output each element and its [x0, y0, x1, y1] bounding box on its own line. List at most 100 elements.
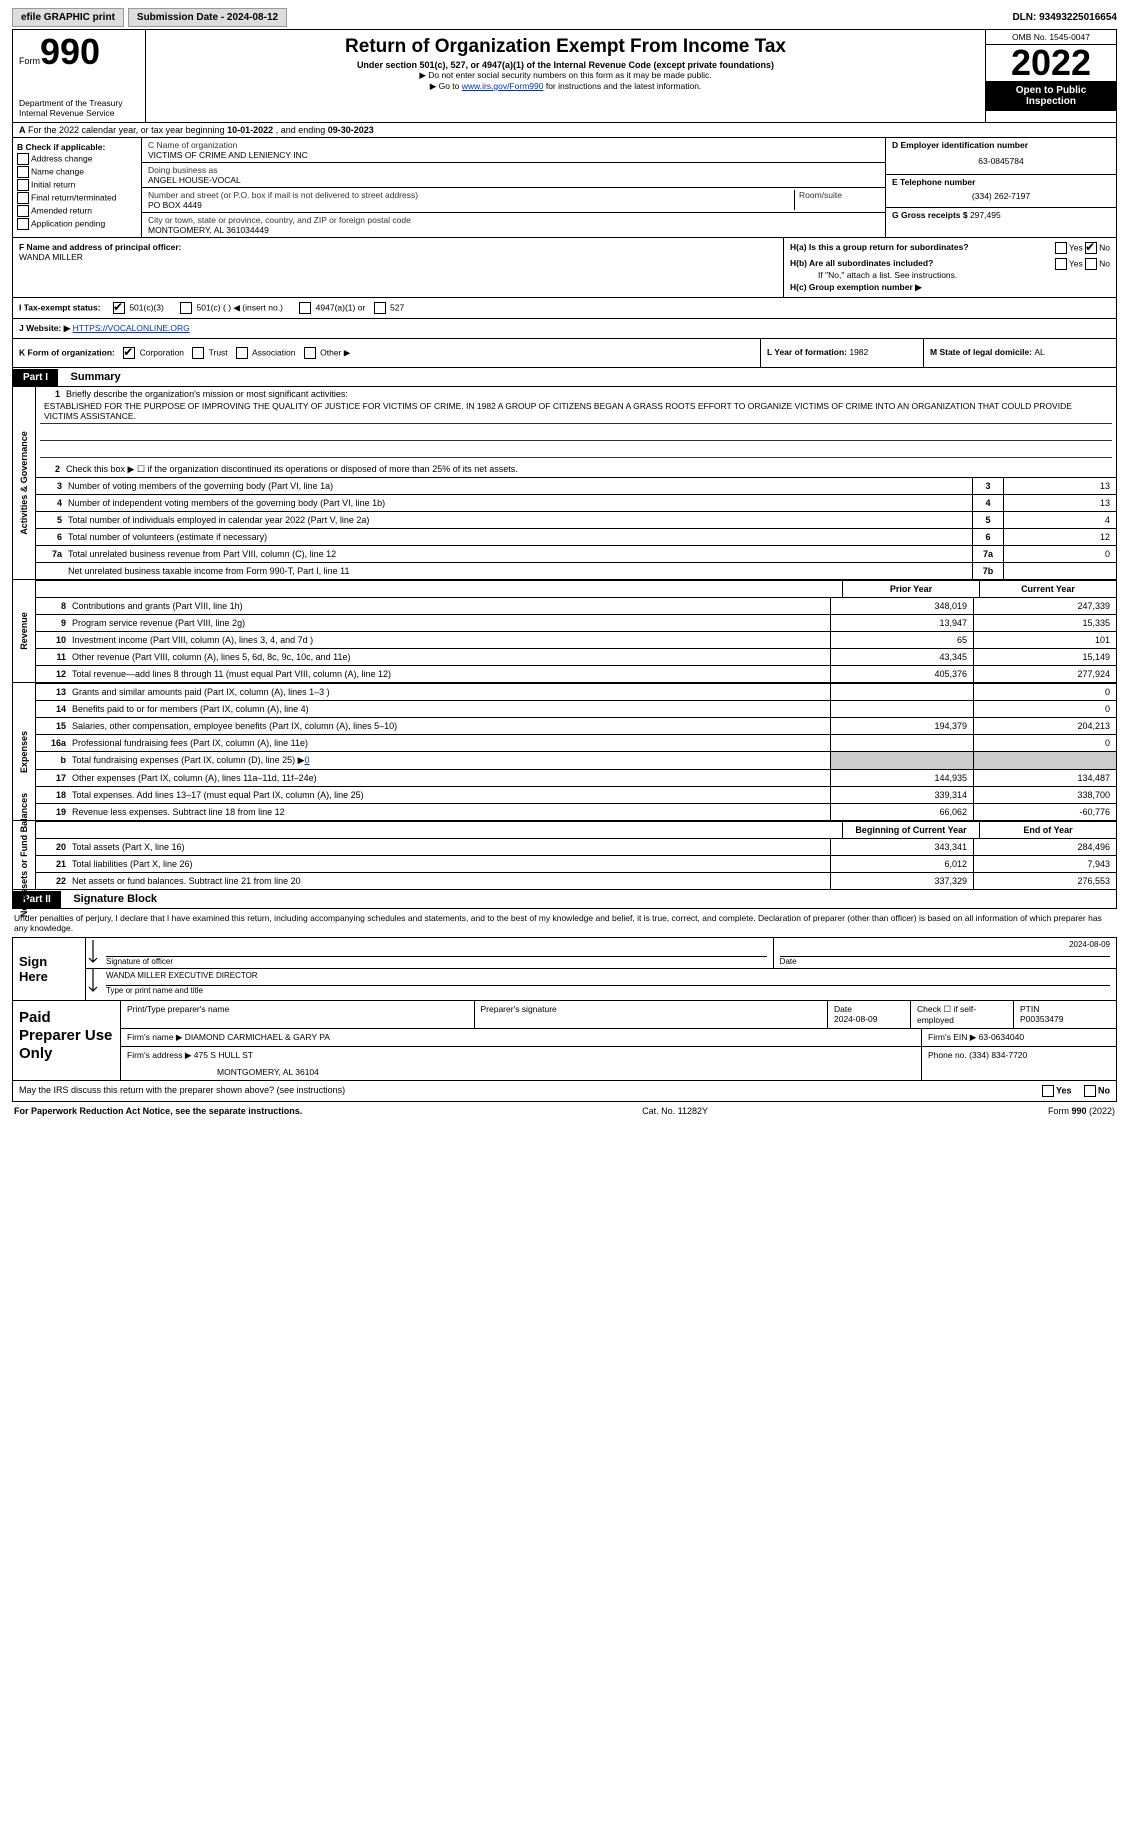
chk-hb-no[interactable]	[1085, 258, 1097, 270]
p22: 337,329	[830, 873, 973, 889]
val3: 13	[1003, 478, 1116, 494]
p21: 6,012	[830, 856, 973, 872]
line14: Benefits paid to or for members (Part IX…	[72, 704, 309, 714]
line11: Other revenue (Part VIII, column (A), li…	[72, 652, 350, 662]
line16a: Professional fundraising fees (Part IX, …	[72, 738, 308, 748]
c21: 7,943	[973, 856, 1116, 872]
chk-501c[interactable]	[180, 302, 192, 314]
c18: 338,700	[973, 787, 1116, 803]
chk-initial[interactable]	[17, 179, 29, 191]
p8: 348,019	[830, 598, 973, 614]
ey-hdr: End of Year	[979, 822, 1116, 838]
line17: Other expenses (Part IX, column (A), lin…	[72, 773, 317, 783]
chk-address[interactable]	[17, 153, 29, 165]
phone-label: Phone no.	[928, 1050, 969, 1060]
firm-name-label: Firm's name ▶	[127, 1032, 182, 1042]
sig-name: WANDA MILLER EXECUTIVE DIRECTOR	[106, 971, 1110, 985]
p14	[830, 701, 973, 717]
bcy-hdr: Beginning of Current Year	[842, 822, 979, 838]
chk-trust[interactable]	[192, 347, 204, 359]
cy-hdr: Current Year	[979, 581, 1116, 597]
line13: Grants and similar amounts paid (Part IX…	[72, 687, 330, 697]
efile-button[interactable]: efile GRAPHIC print	[12, 8, 124, 27]
c10: 101	[973, 632, 1116, 648]
form-footer: Form 990 (2022)	[1048, 1106, 1115, 1116]
c15: 204,213	[973, 718, 1116, 734]
chk-assoc[interactable]	[236, 347, 248, 359]
col-de-ids: D Employer identification number63-08457…	[885, 138, 1116, 237]
subdate-button[interactable]: Submission Date - 2024-08-12	[128, 8, 287, 27]
c19: -60,776	[973, 804, 1116, 820]
line18: Total expenses. Add lines 13–17 (must eq…	[72, 790, 364, 800]
chk-ha-yes[interactable]	[1055, 242, 1067, 254]
firm-addr-label: Firm's address ▶	[127, 1050, 191, 1060]
line1-label: Briefly describe the organization's miss…	[66, 389, 1112, 399]
part1-header: Part I	[13, 369, 58, 386]
part1-title: Summary	[61, 368, 131, 386]
subdate-label: Submission Date -	[137, 12, 227, 23]
sig-officer-label: Signature of officer	[106, 956, 767, 966]
p17: 144,935	[830, 770, 973, 786]
p10: 65	[830, 632, 973, 648]
chk-corp[interactable]	[123, 347, 135, 359]
phone: (334) 834-7720	[969, 1050, 1027, 1060]
line6: Total number of volunteers (estimate if …	[68, 532, 267, 542]
c16a: 0	[973, 735, 1116, 751]
prep-sig-label: Preparer's signature	[481, 1004, 822, 1014]
chk-4947[interactable]	[299, 302, 311, 314]
line7a: Total unrelated business revenue from Pa…	[68, 549, 336, 559]
dln: DLN: 93493225016654	[1012, 12, 1117, 23]
header-right-box: OMB No. 1545-0047 2022 Open to Public In…	[985, 30, 1116, 122]
c9: 15,335	[973, 615, 1116, 631]
c17: 134,487	[973, 770, 1116, 786]
chk-discuss-no[interactable]	[1084, 1085, 1096, 1097]
chk-name[interactable]	[17, 166, 29, 178]
line8: Contributions and grants (Part VIII, lin…	[72, 601, 243, 611]
c8: 247,339	[973, 598, 1116, 614]
page-title: Return of Organization Exempt From Incom…	[150, 36, 981, 58]
c12: 277,924	[973, 666, 1116, 682]
chk-pending[interactable]	[17, 218, 29, 230]
paid-preparer-label: Paid Preparer Use Only	[13, 1001, 121, 1080]
chk-amended[interactable]	[17, 205, 29, 217]
blank2	[40, 445, 1112, 458]
py-hdr: Prior Year	[842, 581, 979, 597]
form-id-box: Form990 Department of the Treasury Inter…	[13, 30, 146, 122]
p9: 13,947	[830, 615, 973, 631]
ptin-label: PTIN	[1020, 1004, 1110, 1014]
ptin: P00353479	[1020, 1014, 1110, 1024]
line12: Total revenue—add lines 8 through 11 (mu…	[72, 669, 391, 679]
col-b-checkboxes: B Check if applicable: Address change Na…	[13, 138, 142, 237]
sig-name-label: Type or print name and title	[106, 985, 1110, 995]
line16b: Total fundraising expenses (Part IX, col…	[72, 755, 310, 766]
prep-date: 2024-08-09	[834, 1014, 904, 1024]
line4: Number of independent voting members of …	[68, 498, 385, 508]
chk-other[interactable]	[304, 347, 316, 359]
irs-link[interactable]: www.irs.gov/Form990	[462, 81, 544, 91]
form-org: K Form of organization: Corporation Trus…	[13, 339, 760, 367]
chk-hb-yes[interactable]	[1055, 258, 1067, 270]
vtab-netassets: Net Assets or Fund Balances	[13, 821, 36, 889]
chk-final[interactable]	[17, 192, 29, 204]
prep-date-label: Date	[834, 1004, 904, 1014]
prep-name-label: Print/Type preparer's name	[127, 1004, 468, 1014]
c11: 15,149	[973, 649, 1116, 665]
discuss-question: May the IRS discuss this return with the…	[19, 1085, 345, 1097]
firm-ein-label: Firm's EIN ▶	[928, 1032, 976, 1042]
p11: 43,345	[830, 649, 973, 665]
chk-discuss-yes[interactable]	[1042, 1085, 1054, 1097]
firm-addr2: MONTGOMERY, AL 36104	[127, 1061, 915, 1077]
val4: 13	[1003, 495, 1116, 511]
part2-title: Signature Block	[63, 890, 167, 908]
website-link[interactable]: HTTPS://VOCALONLINE.ORG	[73, 323, 190, 333]
vtab-revenue: Revenue	[13, 580, 36, 682]
chk-ha-no[interactable]	[1085, 242, 1097, 254]
firm-ein: 63-0634040	[979, 1032, 1024, 1042]
chk-501c3[interactable]	[113, 302, 125, 314]
line10: Investment income (Part VIII, column (A)…	[72, 635, 313, 645]
line20: Total assets (Part X, line 16)	[72, 842, 185, 852]
sign-here-label: Sign Here	[13, 938, 86, 1000]
c22: 276,553	[973, 873, 1116, 889]
header-title-box: Return of Organization Exempt From Incom…	[146, 30, 985, 122]
chk-527[interactable]	[374, 302, 386, 314]
